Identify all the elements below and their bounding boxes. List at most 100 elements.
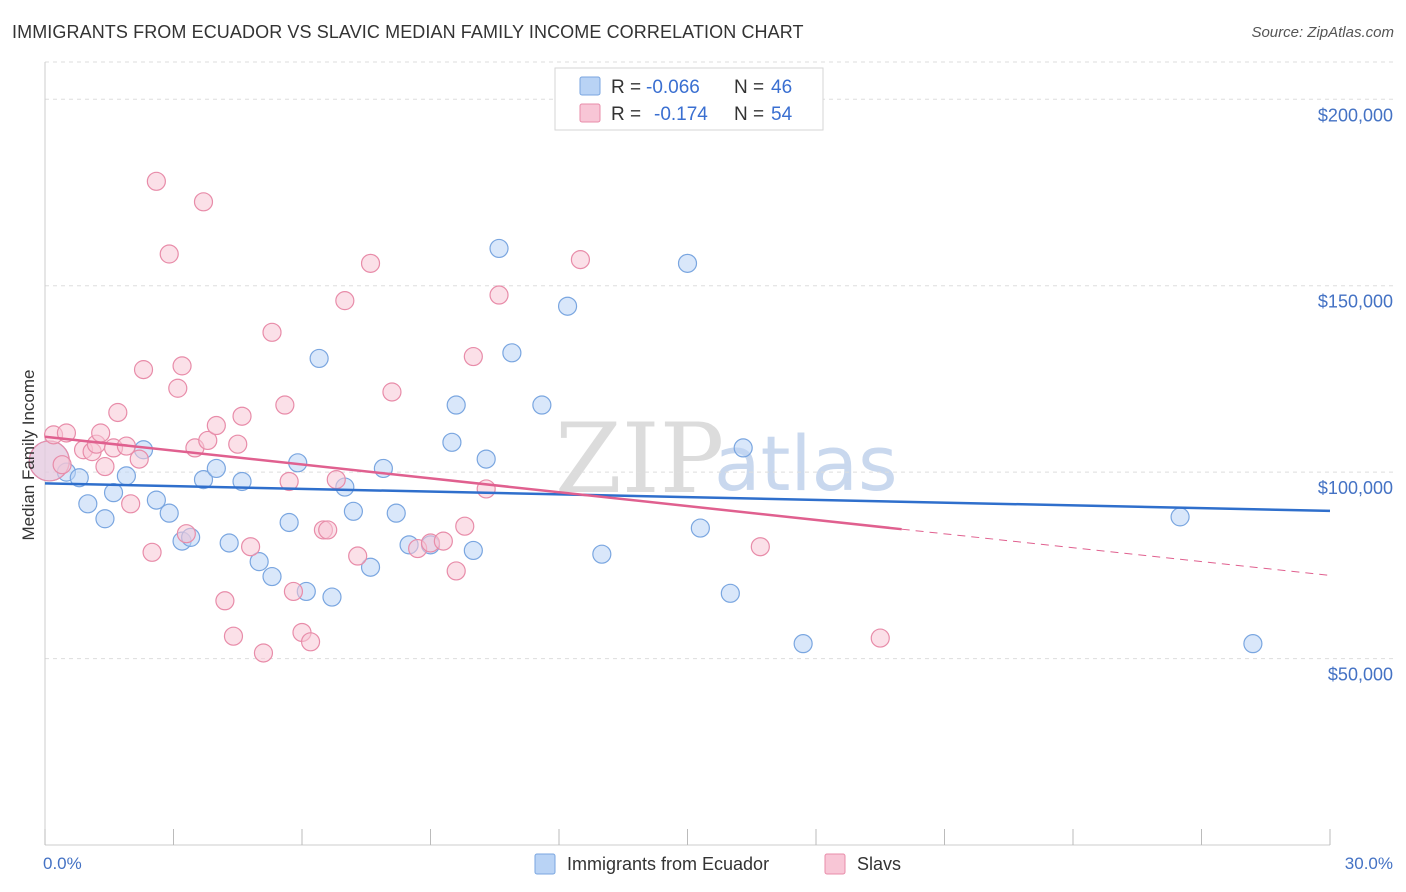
legend: R = -0.066 N = 46 R = -0.174 N = 54 (554, 67, 824, 131)
ecuador-point (489, 238, 509, 259)
slavs-point (133, 360, 154, 380)
slavs-point (570, 250, 591, 270)
series-ecuador (28, 238, 1263, 654)
slavs-point (198, 430, 218, 451)
slavs-point (433, 531, 453, 551)
slavs-point (176, 524, 196, 544)
legend-swatch-slavs (579, 103, 601, 123)
y-tick-label: $50,000 (1328, 665, 1393, 685)
slavs-trendline (44, 435, 902, 531)
slavs-point (241, 537, 261, 557)
x-tick-labels: 0.0% 30.0% (43, 854, 1393, 873)
slavs-point (232, 406, 252, 426)
bottom-legend: Immigrants from Ecuador Slavs (534, 853, 901, 875)
slavs-point (206, 415, 226, 436)
bottom-legend-label-slavs: Slavs (857, 854, 901, 874)
slavs-point (750, 537, 770, 557)
ecuador-point (532, 395, 552, 415)
slavs-point (446, 561, 466, 581)
ecuador-point (446, 395, 466, 415)
ecuador-point (249, 552, 269, 572)
ecuador-point (442, 432, 462, 452)
ecuador-point (103, 483, 124, 503)
ecuador-point (322, 587, 342, 607)
y-axis-label: Median Family Income (19, 369, 38, 540)
slavs-point (142, 542, 162, 562)
ecuador-point (1170, 507, 1190, 527)
slavs-point (193, 192, 214, 212)
ecuador-point (206, 458, 226, 479)
slavs-point (223, 626, 244, 646)
ecuador-point (78, 494, 98, 514)
slavs-point (108, 402, 128, 423)
y-tick-label: $200,000 (1318, 105, 1393, 125)
slavs-point (279, 471, 299, 492)
ecuador-point (219, 533, 239, 553)
legend-swatch-ecuador (579, 76, 601, 96)
ecuador-point (386, 503, 406, 523)
slavs-point (172, 356, 192, 376)
slavs-point (326, 470, 346, 490)
y-tick-label: $100,000 (1318, 478, 1393, 498)
slavs-point (283, 581, 304, 602)
slavs-point (228, 434, 248, 454)
ecuador-point (557, 296, 578, 316)
slavs-point (455, 516, 475, 536)
ecuador-point (502, 343, 522, 363)
legend-n-value-ecuador: 46 (771, 77, 792, 98)
ecuador-point (343, 501, 363, 521)
ecuador-point (463, 540, 483, 561)
slavs-trendline-extension (901, 528, 1331, 576)
ecuador-point (476, 449, 496, 469)
slavs-point (215, 591, 235, 611)
ecuador-point (360, 557, 381, 577)
chart-title: IMMIGRANTS FROM ECUADOR VS SLAVIC MEDIAN… (12, 22, 804, 42)
slavs-point (159, 244, 179, 264)
slavs-point (348, 546, 368, 566)
ecuador-point (1243, 634, 1263, 654)
ecuador-point (232, 471, 252, 492)
legend-r-value-ecuador: -0.066 (646, 77, 700, 98)
ecuador-point (793, 634, 813, 654)
ecuador-point (309, 348, 329, 369)
legend-r-label-slavs: R = (611, 104, 641, 125)
slavs-point (318, 520, 338, 540)
ecuador-point (146, 490, 166, 510)
ecuador-point (116, 466, 136, 486)
bottom-legend-swatch-slavs (824, 853, 846, 875)
ecuador-trendline (44, 482, 1331, 513)
ecuador-point (193, 470, 214, 490)
slavs-point (870, 628, 890, 648)
slavs-point (121, 494, 141, 514)
slavs-point (335, 291, 355, 311)
ecuador-point (69, 468, 89, 488)
legend-n-value-slavs: 54 (771, 104, 793, 125)
legend-r-label-ecuador: R = (611, 77, 641, 98)
ecuador-point (677, 253, 698, 273)
slavs-point (52, 455, 72, 475)
trendlines (44, 435, 1331, 576)
slavs-point (262, 322, 282, 342)
legend-r-value-slavs: -0.174 (654, 104, 708, 125)
legend-n-label-ecuador: N = (734, 77, 764, 98)
slavs-point (146, 171, 166, 191)
ecuador-point (262, 566, 282, 587)
slavs-point (463, 346, 483, 367)
ecuador-point (159, 503, 179, 523)
chart-source: Source: ZipAtlas.com (1251, 24, 1394, 41)
ecuador-point (733, 438, 753, 458)
slavs-point (253, 643, 274, 663)
slavs-point (300, 632, 321, 652)
grid (45, 61, 1395, 660)
legend-n-label-slavs: N = (734, 104, 764, 125)
slavs-point (382, 382, 402, 402)
y-tick-label: $150,000 (1318, 292, 1393, 312)
slavs-point (129, 449, 149, 469)
ecuador-point (95, 509, 115, 529)
bottom-legend-swatch-ecuador (534, 853, 556, 875)
slavs-point (360, 253, 381, 273)
x-tick-label: 0.0% (43, 854, 82, 873)
slavs-point (168, 378, 188, 398)
series-slavs (28, 171, 890, 663)
